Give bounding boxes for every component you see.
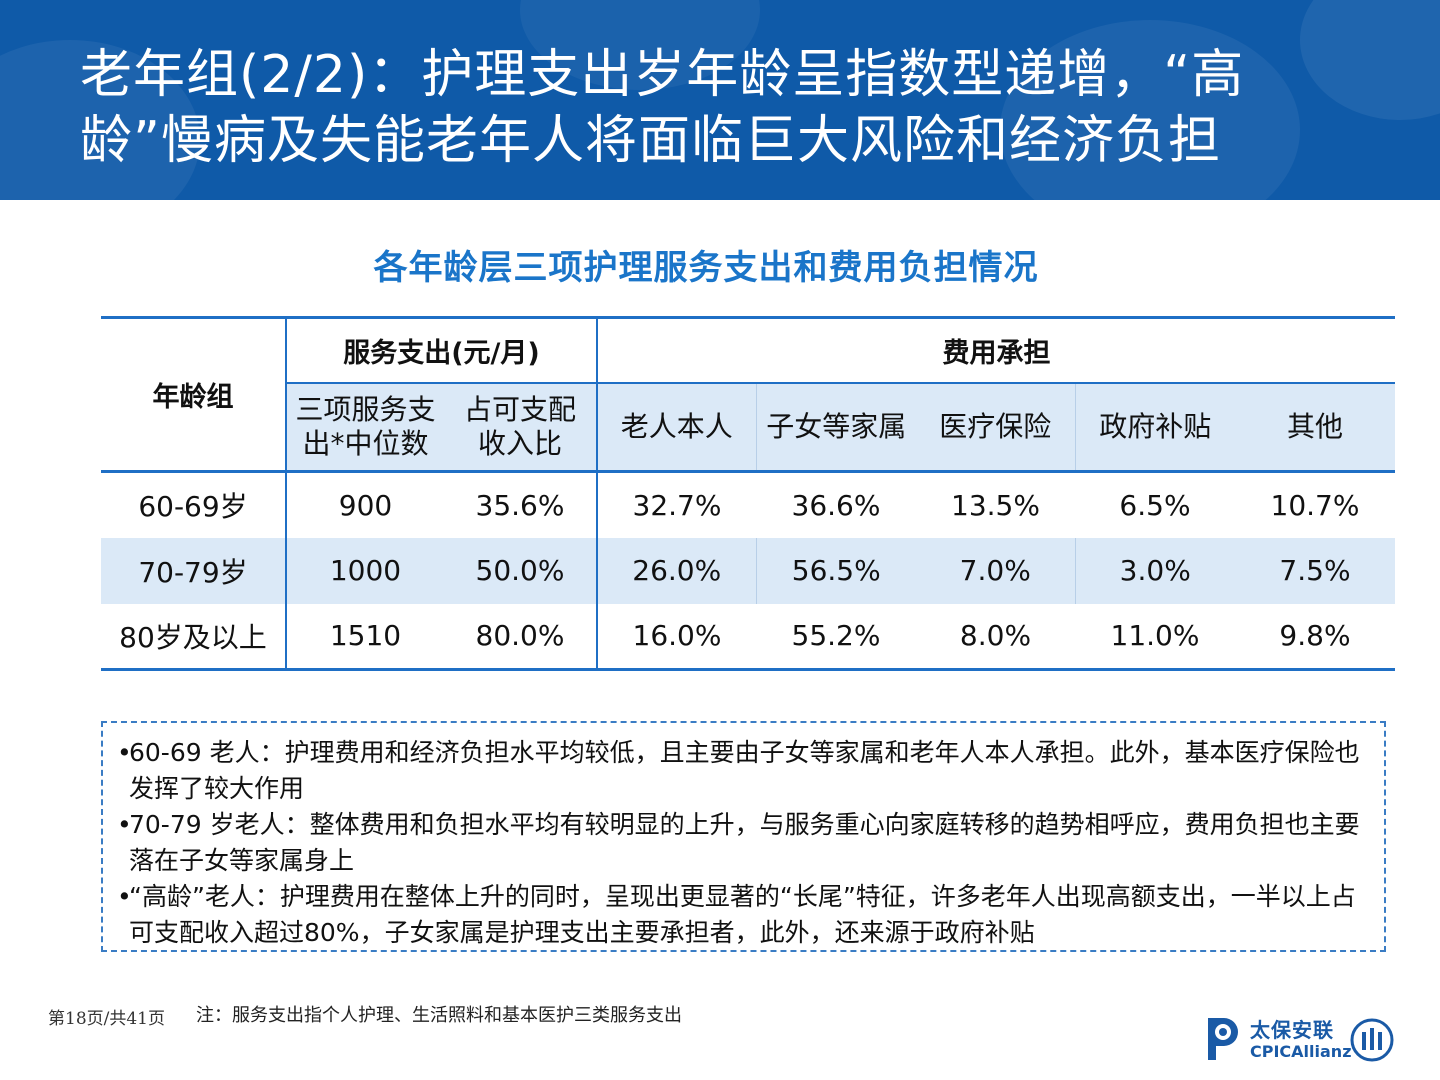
logo-chinese-name: 太保安联: [1250, 1018, 1334, 1042]
header-age-group: 年龄组: [101, 316, 286, 472]
note-item: • “高龄”老人：护理费用在整体上升的同时，呈现出更显著的“长尾”特征，许多老年…: [117, 879, 1370, 951]
note-item: • 70-79 岁老人：整体费用和负担水平均有较明显的上升，与服务重心向家庭转移…: [117, 807, 1370, 879]
table-row: 70-79岁 1000 50.0% 26.0% 56.5% 7.0% 3.0% …: [101, 537, 1395, 604]
page-title-line1: 老年组(2/2)：护理支出岁年龄呈指数型递增，“高: [80, 45, 1245, 105]
cell-other: 10.7%: [1235, 470, 1395, 538]
subheader-medical: 医疗保险: [916, 381, 1075, 472]
care-cost-table: 年龄组 服务支出(元/月) 费用承担 三项服务支 出*中位数 占可支配 收入比 …: [101, 316, 1395, 671]
subheader-ratio: 占可支配 收入比: [444, 381, 597, 472]
cell-self: 32.7%: [596, 470, 756, 538]
allianz-logo-icon: [1350, 1018, 1394, 1062]
cell-medical: 8.0%: [916, 603, 1075, 671]
cell-age: 80岁及以上: [101, 603, 286, 671]
cell-gov: 3.0%: [1074, 537, 1235, 604]
cell-ratio: 80.0%: [444, 603, 597, 671]
cell-family: 36.6%: [756, 470, 916, 538]
cell-age: 60-69岁: [101, 470, 286, 538]
bullet-icon: •: [117, 738, 132, 767]
note-text: “高龄”老人：护理费用在整体上升的同时，呈现出更显著的“长尾”特征，许多老年人出…: [129, 882, 1356, 947]
notes-box: • 60-69 老人：护理费用和经济负担水平均较低，且主要由子女等家属和老年人本…: [101, 721, 1386, 952]
cell-other: 9.8%: [1235, 603, 1395, 671]
cell-family: 56.5%: [755, 537, 916, 604]
page-title: 老年组(2/2)：护理支出岁年龄呈指数型递增，“高 龄”慢病及失能老年人将面临巨…: [80, 42, 1380, 174]
cell-gov: 11.0%: [1075, 603, 1235, 671]
cell-self: 16.0%: [596, 603, 756, 671]
cell-median: 900: [285, 470, 444, 538]
cell-medical: 7.0%: [916, 537, 1075, 604]
note-text: 60-69 老人：护理费用和经济负担水平均较低，且主要由子女等家属和老年人本人承…: [129, 738, 1360, 803]
cpic-logo-icon: [1208, 1018, 1238, 1060]
subheader-median-line2: 出*中位数: [302, 426, 429, 460]
cell-gov: 6.5%: [1075, 470, 1235, 538]
note-text: 70-79 岁老人：整体费用和负担水平均有较明显的上升，与服务重心向家庭转移的趋…: [129, 810, 1360, 875]
table-title: 各年龄层三项护理服务支出和费用负担情况: [373, 248, 1039, 288]
logo-english-name: CPICAllianz: [1250, 1042, 1352, 1061]
table-row: 80岁及以上 1510 80.0% 16.0% 55.2% 8.0% 11.0%…: [101, 603, 1395, 671]
table-row: 60-69岁 900 35.6% 32.7% 36.6% 13.5% 6.5% …: [101, 470, 1395, 538]
cell-family: 55.2%: [756, 603, 916, 671]
banner-decoration: [1000, 20, 1300, 200]
subheader-median: 三项服务支 出*中位数: [285, 381, 444, 472]
cell-other: 7.5%: [1235, 537, 1395, 604]
page-title-line2: 龄”慢病及失能老年人将面临巨大风险和经济负担: [80, 111, 1221, 171]
note-item: • 60-69 老人：护理费用和经济负担水平均较低，且主要由子女等家属和老年人本…: [117, 735, 1370, 807]
cell-ratio: 35.6%: [444, 470, 597, 538]
header-cost-bearing: 费用承担: [596, 316, 1395, 383]
bullet-icon: •: [117, 810, 132, 839]
cell-ratio: 50.0%: [444, 537, 597, 604]
header-service-spend: 服务支出(元/月): [285, 316, 597, 383]
footnote: 注：服务支出指个人护理、生活照料和基本医护三类服务支出: [196, 1005, 682, 1026]
header-banner: 老年组(2/2)：护理支出岁年龄呈指数型递增，“高 龄”慢病及失能老年人将面临巨…: [0, 0, 1440, 200]
subheader-self: 老人本人: [596, 381, 756, 472]
subheader-family: 子女等家属: [755, 381, 916, 472]
cell-median: 1510: [285, 603, 444, 671]
subheader-ratio-line1: 占可支配: [463, 392, 576, 426]
cell-medical: 13.5%: [916, 470, 1075, 538]
cell-median: 1000: [285, 537, 444, 604]
cell-self: 26.0%: [596, 537, 756, 604]
bullet-icon: •: [117, 882, 132, 911]
company-logo: 太保安联 CPICAllianz: [1200, 1012, 1400, 1068]
subheader-median-line1: 三项服务支: [295, 392, 436, 426]
subheader-ratio-line2: 收入比: [477, 426, 562, 460]
page-number: 第18页/共41页: [48, 1009, 165, 1029]
subheader-gov: 政府补贴: [1074, 381, 1235, 472]
cell-age: 70-79岁: [101, 537, 286, 604]
subheader-other: 其他: [1235, 381, 1395, 472]
